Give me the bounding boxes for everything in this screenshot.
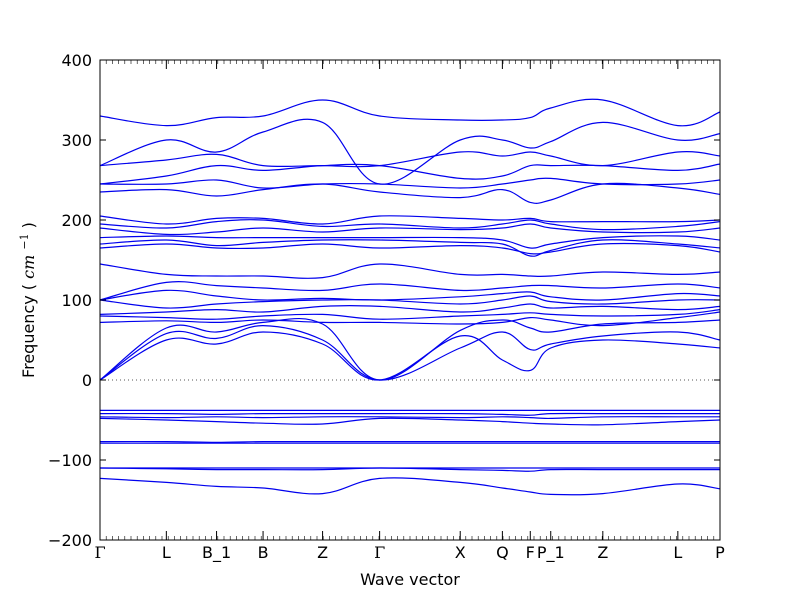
phonon-branch-5 [99,309,721,320]
phonon-branch-15 [99,219,721,231]
y-tick-label: 400 [61,51,92,70]
y-tick-label: −200 [48,531,92,550]
minor-ticks-layer [99,60,721,540]
x-tick-label: B [258,543,269,562]
x-tick-label: L [673,543,682,562]
y-axis-label-text: Frequency [19,295,38,378]
y-axis-label: Frequency ( cm −1 ) [13,222,38,378]
plot-area: −200 −100 0 100 200 300 400 Γ L B_1 B Z Γ X Q F P_1 Z L P [48,51,725,563]
x-tick-label: F [526,543,535,562]
phonon-branch-6 [99,303,721,315]
y-axis-ticks: −200 −100 0 100 200 300 400 [48,51,720,550]
phonon-branch-12 [99,239,721,257]
phonon-branch-7 [99,295,721,309]
y-axis-label-unit: cm [19,255,38,279]
phonon-branch-10 [99,263,721,279]
phonon-branch-26 [99,417,721,426]
phonon-branch-24 [99,412,720,416]
x-axis-ticks: Γ L B_1 B Z Γ X Q F P_1 Z L P [94,60,725,563]
phonon-branch-1 [99,331,721,381]
x-tick-label: P_1 [537,543,565,563]
phonon-branch-4 [99,311,721,327]
y-tick-label: 300 [61,131,92,150]
phonon-branch-16 [99,215,721,225]
phonon-branch-20 [99,151,721,168]
y-axis-label-close-paren: ) [19,222,38,228]
phonon-branch-18 [99,177,721,189]
x-tick-label: L [162,543,171,562]
x-tick-label: P [715,543,725,562]
x-axis-label: Wave vector [360,570,460,589]
phonon-branch-30 [99,467,720,472]
phonon-branch-22 [99,98,721,127]
x-tick-label: Γ [94,543,105,562]
phonon-branch-11 [99,242,721,255]
x-tick-label: X [455,543,466,562]
phonon-branch-21 [99,118,721,185]
y-tick-label: 100 [61,291,92,310]
phonon-branch-13 [99,235,721,249]
phonon-branch-2 [99,324,721,381]
series-layer [99,98,721,496]
y-axis-label-unit-exp: −1 [18,233,31,249]
phonon-branch-31 [99,477,721,496]
phonon-branch-25 [99,416,720,420]
y-axis-label-open-paren: ( [19,284,38,290]
phonon-branch-9 [99,281,721,301]
phonon-branch-8 [99,289,721,301]
y-tick-label: 0 [82,371,92,390]
x-tick-label: Q [496,543,509,562]
y-tick-label: 200 [61,211,92,230]
x-tick-label: Z [597,543,608,562]
x-tick-label: Z [317,543,328,562]
y-tick-label: −100 [48,451,92,470]
phonon-branch-14 [99,223,721,236]
x-tick-label: B_1 [202,543,231,563]
y-axis-label-group: Frequency ( cm −1 ) [13,222,38,378]
phonon-branch-3 [99,317,721,381]
x-tick-label: Γ [374,543,385,562]
phonon-branch-27 [99,440,720,444]
